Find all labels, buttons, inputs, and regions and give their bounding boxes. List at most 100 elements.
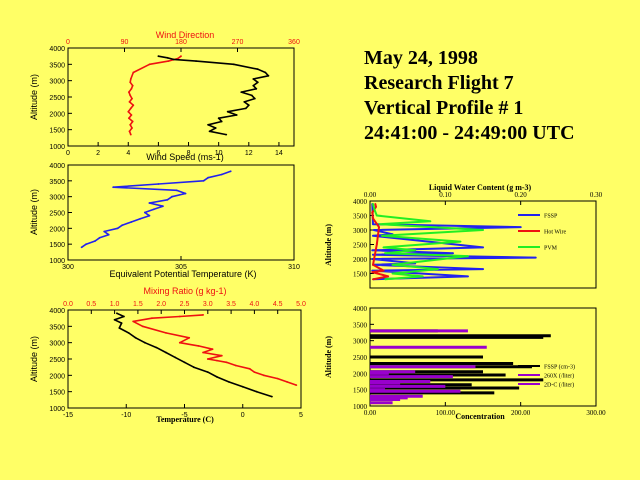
theta-e-point bbox=[107, 233, 110, 236]
x-tick-label: 4 bbox=[126, 150, 130, 157]
wind-direction-point bbox=[131, 127, 133, 129]
mixing-ratio-point bbox=[253, 371, 256, 373]
top-tick-label: 0.5 bbox=[86, 301, 96, 308]
fssp-point bbox=[482, 246, 484, 249]
fssp-point bbox=[482, 268, 484, 270]
wind-direction-point bbox=[148, 63, 151, 66]
wind-speed-point bbox=[172, 58, 175, 61]
wind-speed-point bbox=[247, 104, 250, 107]
wind-direction-point bbox=[132, 71, 135, 74]
wind-speed-point bbox=[240, 91, 243, 93]
pvm-point bbox=[384, 278, 386, 281]
wind-direction-point bbox=[130, 114, 133, 116]
theta-ylabel: Altitude (m) bbox=[29, 189, 39, 235]
wind-direction-point bbox=[131, 120, 134, 123]
y-tick-label: 4000 bbox=[353, 198, 368, 206]
top-tick-label: 2.0 bbox=[156, 301, 166, 308]
top-tick-label: 270 bbox=[232, 39, 244, 46]
mixing-ratio-point bbox=[178, 315, 181, 318]
concentration-xlabel: Concentration bbox=[455, 412, 505, 421]
theta-e-point bbox=[103, 230, 106, 233]
hot-wire-point bbox=[371, 211, 374, 214]
x-tick-label: 14 bbox=[275, 150, 283, 157]
theta-e-point bbox=[139, 217, 142, 220]
x-tick-label: 305 bbox=[175, 264, 187, 271]
theta-e-point bbox=[121, 224, 124, 227]
top-tick-label: 0.00 bbox=[364, 191, 377, 199]
fssp-point bbox=[372, 234, 374, 237]
x-tick-label: 10 bbox=[215, 150, 223, 157]
wind-speed-point bbox=[235, 114, 238, 116]
mixing-ratio-point bbox=[165, 332, 167, 334]
theta-e-point bbox=[207, 176, 210, 179]
wind-speed-point bbox=[244, 107, 247, 110]
y-tick-label: 2000 bbox=[353, 256, 368, 264]
theta-e-point bbox=[184, 192, 187, 195]
wind-top-title: Wind Direction bbox=[156, 30, 215, 40]
pvm-point bbox=[384, 252, 386, 255]
wind-plot-frame bbox=[67, 47, 295, 147]
legend-label: 2D-C (/liter) bbox=[544, 382, 574, 389]
x-tick-label: -15 bbox=[63, 412, 73, 419]
theta-e-point bbox=[202, 179, 205, 182]
y-tick-label: 3500 bbox=[353, 213, 368, 221]
temperature-point bbox=[120, 322, 123, 324]
top-tick-label: 4.0 bbox=[250, 301, 260, 308]
hot-wire-point bbox=[372, 217, 374, 220]
mixing-ratio-point bbox=[234, 364, 237, 367]
y-tick-label: 2000 bbox=[49, 226, 65, 233]
top-tick-label: 5.0 bbox=[296, 301, 306, 308]
pvm-point bbox=[382, 246, 385, 249]
fssp-point bbox=[467, 275, 469, 278]
wind-speed-point bbox=[207, 123, 210, 126]
mixing-ratio-point bbox=[188, 336, 191, 339]
wind-ylabel: Altitude (m) bbox=[29, 74, 39, 120]
theta-e-point bbox=[171, 195, 173, 198]
temperature-point bbox=[144, 341, 146, 344]
temperature-xlabel: Temperature (C) bbox=[156, 415, 214, 424]
wind-direction-point bbox=[129, 123, 132, 126]
wind-direction-point bbox=[130, 87, 133, 90]
temperature-point bbox=[165, 351, 167, 354]
wind-speed-point bbox=[208, 130, 211, 133]
y-tick-label: 3500 bbox=[49, 62, 65, 69]
theta-e-line bbox=[81, 170, 231, 248]
pvm-point bbox=[436, 268, 439, 270]
x-tick-label: 0 bbox=[241, 412, 245, 419]
temperature-point bbox=[241, 385, 244, 388]
wind-speed-point bbox=[252, 78, 255, 80]
wind-speed-point bbox=[157, 55, 160, 58]
mixing-ratio-point bbox=[202, 314, 205, 316]
fssp-point bbox=[519, 226, 522, 229]
temperature-panel: Mixing Ratio (g kg-1) Temperature (C) Al… bbox=[29, 286, 306, 424]
x-tick-label: 6 bbox=[156, 150, 160, 157]
theta-e-point bbox=[153, 208, 155, 211]
temperature-ylabel: Altitude (m) bbox=[29, 336, 39, 382]
wind-xlabel: Wind Speed (ms-1) bbox=[146, 152, 224, 162]
theta-e-point bbox=[157, 183, 160, 185]
y-tick-label: 2500 bbox=[353, 354, 368, 362]
temperature-point bbox=[155, 346, 158, 349]
wind-direction-point bbox=[128, 101, 131, 103]
mixing-ratio-point bbox=[178, 341, 181, 344]
wind-speed-point bbox=[250, 94, 253, 97]
wind-speed-point bbox=[225, 133, 228, 136]
mixing-ratio-point bbox=[132, 320, 135, 323]
theta-e-point bbox=[112, 186, 115, 189]
wind-speed-point bbox=[243, 101, 246, 103]
pvm-point bbox=[372, 203, 374, 205]
theta-e-point bbox=[220, 173, 223, 176]
top-tick-label: 1.5 bbox=[133, 301, 143, 308]
mixing-ratio-point bbox=[295, 384, 298, 386]
theta-e-point bbox=[143, 211, 146, 214]
theta-e-point bbox=[94, 240, 96, 242]
wind-speed-point bbox=[166, 56, 169, 59]
wind-direction-point bbox=[127, 117, 130, 120]
temperature-point bbox=[216, 376, 219, 378]
wind-speed-point bbox=[255, 87, 258, 90]
lwc-ylabel: Altitude (m) bbox=[324, 224, 333, 266]
hot-wire-point bbox=[378, 226, 380, 229]
mixing-ratio-point bbox=[206, 358, 209, 360]
mixing-ratio-point bbox=[286, 381, 288, 383]
wind-speed-point bbox=[217, 117, 220, 120]
